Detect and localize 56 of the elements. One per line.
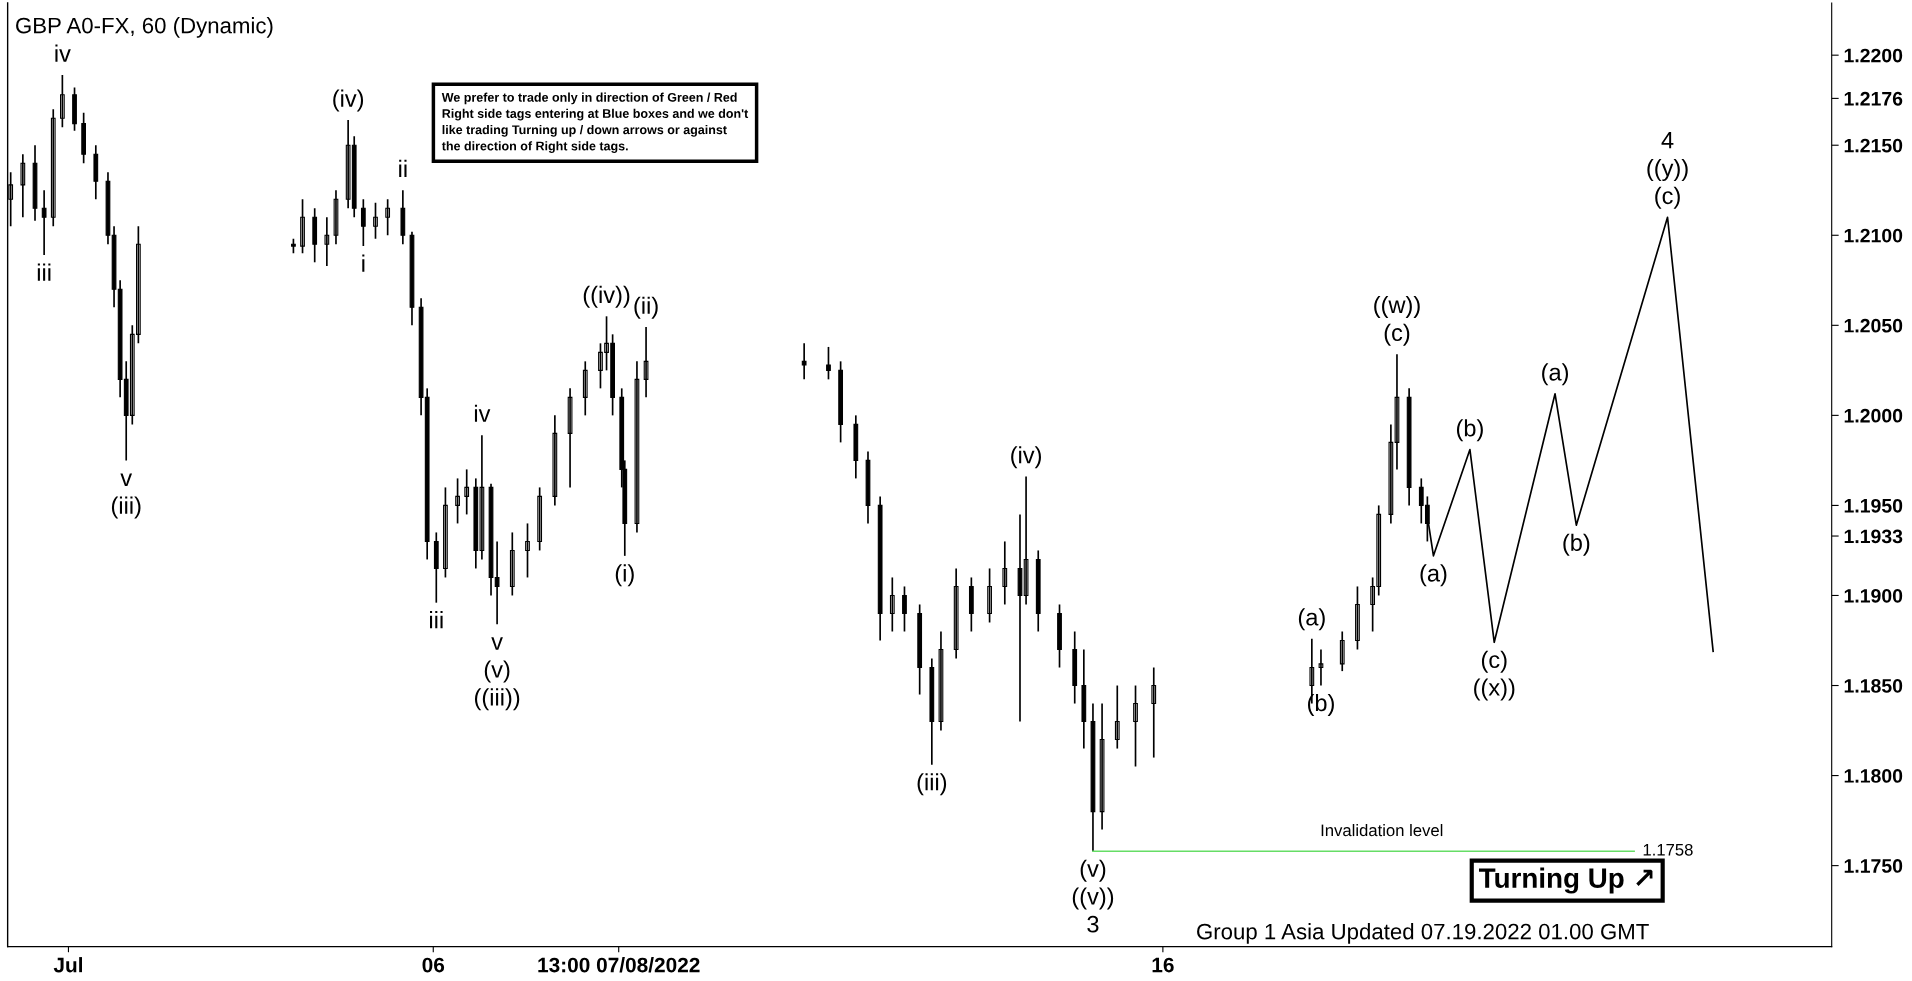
annotation: (a): [1298, 608, 1325, 631]
y-tick-label: 1.2176: [1844, 91, 1903, 106]
annotation: iv: [474, 404, 491, 422]
annotation: (v): [484, 660, 510, 683]
y-tick-label: 1.2050: [1844, 318, 1903, 333]
annotation: (i): [615, 564, 634, 587]
annotation: (iv): [1011, 446, 1041, 469]
annotation: v: [491, 637, 503, 650]
annotation: iii: [37, 263, 51, 281]
y-tick-label: 1.1933: [1844, 529, 1903, 544]
annotation: iv: [55, 44, 71, 62]
annotation: (iv): [333, 89, 364, 112]
annotation: (v): [1080, 859, 1106, 882]
annotation: v: [120, 473, 133, 486]
annotation: Invalidation level: [1321, 824, 1443, 837]
x-tick-label: 13:00 07/08/2022: [538, 957, 700, 973]
annotation: Turning Up ↗: [1479, 867, 1653, 894]
annotation: 3: [1087, 915, 1099, 933]
annotation: 1.1758: [1643, 843, 1693, 856]
annotation: (a): [1420, 564, 1447, 587]
annotation: ((v)): [1072, 887, 1114, 910]
y-tick-label: 1.1900: [1844, 588, 1903, 603]
annotation: ii: [399, 159, 407, 177]
annotation: (b): [1456, 419, 1483, 442]
y-tick-label: 1.2150: [1844, 138, 1903, 153]
annotation: Group 1 Asia Updated 07.19.2022 01.00 GMT: [1197, 923, 1649, 944]
annotation: i: [362, 254, 365, 272]
x-tick-label: 16: [1152, 957, 1174, 973]
annotation: ((w)): [1374, 295, 1420, 318]
annotation: (b): [1308, 693, 1334, 716]
annotation: 4: [1661, 132, 1674, 149]
annotation: ((iv)): [583, 285, 630, 308]
annotation: (b): [1563, 533, 1590, 556]
x-tick-label: 06: [422, 957, 445, 973]
y-tick-label: 1.2100: [1844, 228, 1903, 243]
text: GBP A0-FX, 60 (Dynamic): [16, 17, 273, 38]
annotation: iii: [430, 611, 443, 629]
annotation: (iii): [917, 773, 947, 796]
annotation: (c): [1481, 650, 1507, 673]
annotation: (iii): [111, 496, 141, 519]
annotation: (c): [1655, 186, 1680, 209]
annotation: ((iii)): [474, 688, 520, 711]
y-tick-label: 1.1950: [1844, 498, 1903, 513]
y-tick-label: 1.2000: [1844, 408, 1903, 423]
candlestick: [826, 346, 831, 381]
annotation: ((y)): [1647, 159, 1688, 182]
y-tick-label: 1.1750: [1844, 859, 1903, 873]
annotation: We prefer to trade only in direction of Green / Red Right side tags entering at Blue boxes and we don't like trading Turning up / down arrows or against the direction of Right side tags.: [441, 92, 749, 153]
y-tick-label: 1.1850: [1844, 678, 1903, 693]
annotation: (ii): [634, 296, 658, 319]
annotation: (c): [1384, 323, 1410, 346]
annotation: (a): [1542, 363, 1569, 386]
x-tick-label: Jul: [53, 957, 83, 973]
y-tick-label: 1.1800: [1844, 769, 1903, 783]
y-tick-label: 1.2200: [1844, 48, 1903, 63]
annotation: ((x)): [1474, 678, 1515, 701]
